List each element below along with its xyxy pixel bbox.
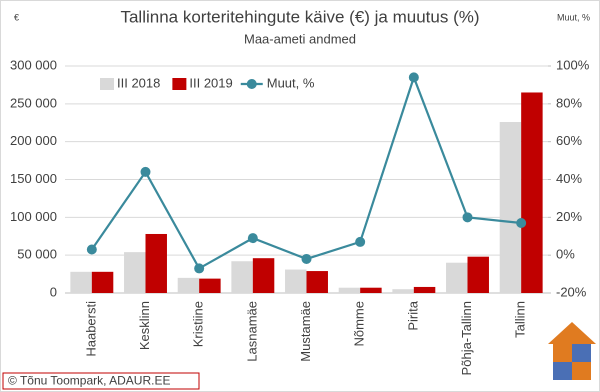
bar (124, 252, 146, 293)
bar (91, 271, 114, 293)
y2-tick-label: 0% (556, 247, 575, 262)
x-tick-label: Nõmme (352, 301, 367, 347)
bar (231, 261, 253, 293)
bar (521, 92, 543, 293)
y2-tick-label: 100% (556, 57, 590, 72)
bar (467, 256, 489, 293)
y-tick-label: 0 (50, 284, 57, 299)
y-tick-label: 250 000 (10, 95, 57, 110)
x-tick-label: Kesklinn (137, 301, 152, 350)
legend-label: III 2019 (189, 75, 232, 90)
x-tick-label: Tallinn (513, 301, 528, 338)
y2-tick-label: 40% (556, 171, 582, 186)
bar (70, 271, 92, 293)
bar (252, 258, 275, 293)
line-marker (355, 236, 366, 247)
y-tick-label: 150 000 (10, 171, 57, 186)
logo (548, 322, 596, 380)
bar (392, 289, 414, 293)
bar (199, 278, 221, 293)
credit: © Tõnu Toompark, ADAUR.EE (8, 374, 170, 388)
y2-axis-label: Muut, % (557, 12, 590, 22)
bar (306, 271, 328, 293)
bar (413, 286, 436, 293)
line-marker (516, 218, 527, 229)
y-tick-label: 50 000 (17, 247, 57, 262)
line-marker (462, 212, 473, 223)
y2-tick-label: 60% (556, 133, 582, 148)
x-tick-label: Mustamäe (298, 301, 313, 362)
line-marker (140, 166, 151, 177)
bar (145, 233, 167, 293)
line-marker (301, 253, 312, 264)
x-tick-label: Haabersti (83, 301, 98, 357)
bar (177, 277, 200, 293)
legend-label: Muut, % (267, 75, 315, 90)
x-tick-label: Lasnamäe (244, 301, 259, 362)
x-tick-label: Põhja-Tallinn (459, 301, 474, 375)
y-axis-label: € (14, 12, 19, 22)
bar (360, 287, 382, 293)
y2-tick-label: 80% (556, 95, 582, 110)
chart-subtitle: Maa-ameti andmed (244, 31, 356, 46)
x-tick-label: Pirita (405, 300, 420, 330)
y-tick-label: 100 000 (10, 209, 57, 224)
credit-box (2, 372, 200, 390)
line-marker (247, 233, 258, 244)
y2-tick-label: -20% (556, 284, 587, 299)
legend-swatch (246, 79, 257, 89)
line-marker (86, 244, 97, 255)
bar (446, 262, 468, 293)
x-tick-label: Kristiine (191, 301, 206, 347)
y2-tick-label: 20% (556, 209, 582, 224)
y-tick-label: 200 000 (10, 133, 57, 148)
chart-title: Tallinna korteritehingute käive (€) ja m… (120, 7, 479, 26)
bar (285, 269, 307, 293)
line-marker (194, 263, 205, 274)
legend-label: III 2018 (117, 75, 160, 90)
line-marker (408, 72, 419, 83)
legend-swatch (172, 78, 187, 90)
legend-swatch (100, 78, 114, 90)
bar (499, 121, 522, 293)
y-tick-label: 300 000 (10, 57, 57, 72)
bar (338, 287, 361, 293)
